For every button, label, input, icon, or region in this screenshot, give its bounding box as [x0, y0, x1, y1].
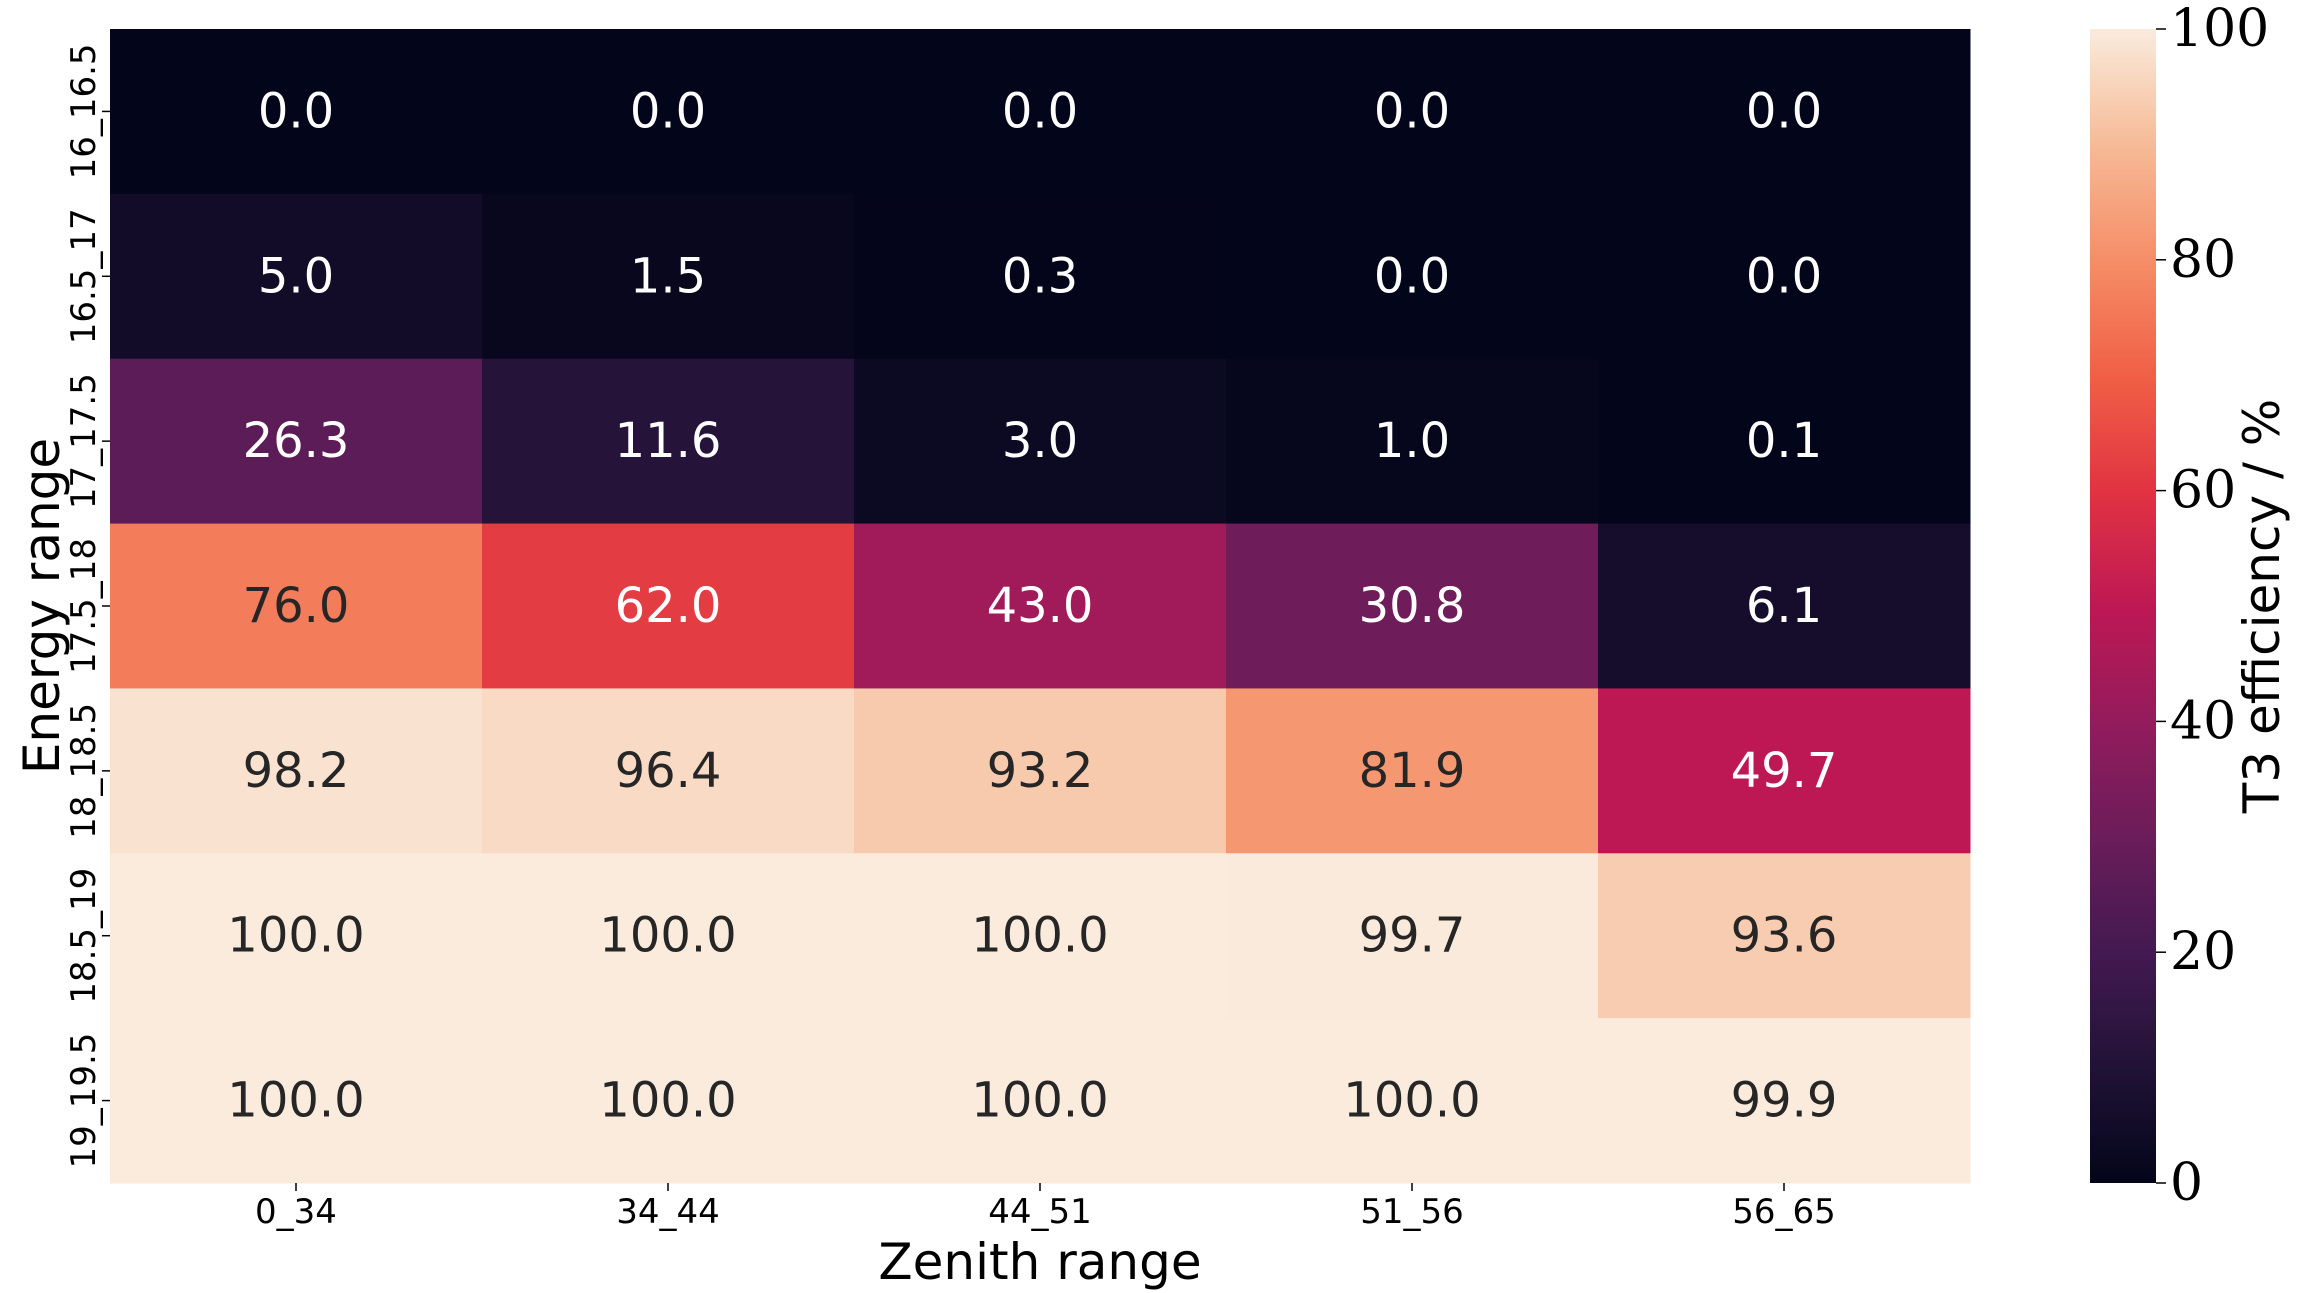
heatmap-cell [854, 29, 1227, 195]
heatmap-cell [482, 688, 855, 854]
cell-value-label: 98.2 [243, 743, 350, 799]
y-tick-label: 17.5_18 [64, 538, 104, 674]
colorbar-tick-label: 60 [2170, 461, 2236, 521]
heatmap-cell [482, 193, 855, 360]
heatmap-cell [482, 1018, 855, 1184]
y-tick-labels: 16_16.5 16.5_17 17_17.5 17.5_18 18_18.5 18.5_… [64, 43, 110, 1169]
heatmap-cell [110, 853, 483, 1019]
cell-value-label: 81.9 [1359, 743, 1466, 799]
cell-value-label: 62.0 [615, 578, 722, 634]
cell-value-label: 0.0 [1746, 83, 1822, 139]
heatmap-cell [1598, 1018, 1971, 1184]
cell-value-label: 3.0 [1002, 413, 1078, 469]
cell-value-label: 0.0 [630, 83, 706, 139]
heatmap-cell [482, 523, 855, 689]
x-tick-labels: 0_34 34_44 44_51 51_56 56_65 [255, 1183, 1836, 1232]
heatmap-cell [1598, 193, 1971, 360]
cell-value-label: 43.0 [987, 578, 1094, 634]
cell-value-label: 100.0 [971, 908, 1108, 964]
heatmap-cell [1598, 358, 1971, 525]
heatmap-cell [854, 688, 1227, 854]
cell-value-label: 5.0 [258, 248, 334, 304]
cell-value-label: 100.0 [599, 1073, 736, 1129]
heatmap-cell [482, 29, 855, 195]
cell-value-label: 93.2 [987, 743, 1094, 799]
cell-value-label: 100.0 [971, 1073, 1108, 1129]
colorbar-tick-label: 100 [2170, 0, 2269, 59]
cell-value-label: 0.0 [258, 83, 334, 139]
cell-value-label: 26.3 [243, 413, 350, 469]
heatmap-cell [482, 358, 855, 525]
y-tick-label: 16.5_17 [64, 208, 104, 344]
cell-value-label: 6.1 [1746, 578, 1822, 634]
heatmap-cell [110, 29, 483, 195]
colorbar-ticks: 0 20 40 60 80 100 [2156, 0, 2269, 1213]
x-tick-label: 44_51 [988, 1192, 1092, 1232]
cell-value-label: 0.0 [1746, 248, 1822, 304]
cell-value-label: 30.8 [1359, 578, 1466, 634]
cell-value-label: 100.0 [1343, 1073, 1480, 1129]
y-tick-label: 18_18.5 [64, 703, 104, 839]
cell-value-label: 100.0 [599, 908, 736, 964]
cell-value-label: 96.4 [615, 743, 722, 799]
cell-value-label: 0.0 [1002, 83, 1078, 139]
cell-value-label: 0.1 [1746, 413, 1822, 469]
cell-value-label: 1.0 [1374, 413, 1450, 469]
heatmap-cell [854, 358, 1227, 525]
heatmap-cell [110, 193, 483, 360]
y-tick-label: 19_19.5 [64, 1033, 104, 1169]
heatmap-cell [110, 523, 483, 689]
cell-value-label: 100.0 [227, 1073, 364, 1129]
heatmap-cell [854, 1018, 1227, 1184]
heatmap-cell [854, 523, 1227, 689]
cell-value-label: 1.5 [630, 248, 706, 304]
heatmap-cell [1598, 688, 1971, 854]
heatmap-cell [854, 853, 1227, 1019]
heatmap-cell [1598, 29, 1971, 195]
heatmap-cell [1226, 358, 1599, 525]
heatmap-cell [1226, 523, 1599, 689]
y-tick-label: 16_16.5 [64, 43, 104, 179]
heatmap-cell [1598, 523, 1971, 689]
cell-value-label: 100.0 [227, 908, 364, 964]
cell-value-label: 11.6 [615, 413, 722, 469]
cell-value-label: 99.9 [1731, 1073, 1838, 1129]
colorbar [2090, 29, 2156, 1183]
cell-value-label: 76.0 [243, 578, 350, 634]
cell-value-label: 93.6 [1731, 908, 1838, 964]
x-tick-label: 34_44 [616, 1192, 720, 1232]
heatmap-cell [110, 688, 483, 854]
colorbar-tick-label: 40 [2170, 691, 2236, 751]
heatmap-cell [110, 1018, 483, 1184]
x-tick-label: 56_65 [1732, 1192, 1836, 1232]
heatmap-cell [1226, 1018, 1599, 1184]
colorbar-tick-label: 20 [2170, 922, 2236, 982]
cell-value-label: 0.0 [1374, 248, 1450, 304]
heatmap-cell [1226, 853, 1599, 1019]
heatmap-cell [482, 853, 855, 1019]
cell-value-label: 0.3 [1002, 248, 1078, 304]
heatmap-cell [854, 193, 1227, 360]
y-tick-label: 18.5_19 [64, 868, 104, 1004]
heatmap-cell [110, 358, 483, 525]
y-axis-label: Energy range [13, 438, 71, 774]
cell-value-label: 0.0 [1374, 83, 1450, 139]
heatmap-cell [1598, 853, 1971, 1019]
cell-value-label: 99.7 [1359, 908, 1466, 964]
cell-value-label: 49.7 [1731, 743, 1838, 799]
heatmap-cells: 0.0 0.0 0.0 0.0 0.0 5.0 1.5 0.3 0.0 0.0 26.3 11.6 3.… [110, 29, 1971, 1184]
x-tick-label: 51_56 [1360, 1192, 1464, 1232]
heatmap-cell [1226, 688, 1599, 854]
heatmap-cell [1226, 29, 1599, 195]
y-tick-label: 17_17.5 [64, 373, 104, 509]
colorbar-tick-label: 80 [2170, 230, 2236, 290]
colorbar-tick-label: 0 [2170, 1153, 2203, 1213]
colorbar-label: T3 efficiency / % [2233, 399, 2291, 814]
heatmap-cell [1226, 193, 1599, 360]
x-axis-label: Zenith range [878, 1233, 1201, 1291]
x-tick-label: 0_34 [255, 1192, 337, 1232]
